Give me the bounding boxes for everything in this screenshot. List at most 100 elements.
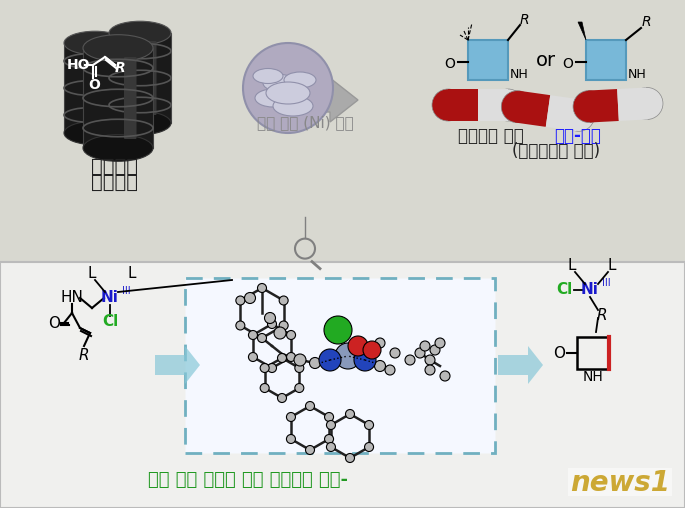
Circle shape: [325, 434, 334, 443]
Circle shape: [249, 331, 258, 339]
FancyBboxPatch shape: [185, 278, 495, 453]
Text: HO: HO: [67, 58, 90, 72]
Text: R: R: [519, 13, 529, 27]
Ellipse shape: [266, 82, 310, 104]
Circle shape: [375, 361, 386, 371]
Circle shape: [354, 349, 376, 371]
Bar: [64, 43, 126, 133]
FancyBboxPatch shape: [100, 51, 112, 125]
FancyBboxPatch shape: [124, 57, 136, 139]
Circle shape: [279, 321, 288, 330]
Polygon shape: [448, 89, 478, 121]
Circle shape: [385, 365, 395, 375]
Circle shape: [286, 412, 295, 422]
Text: III: III: [122, 286, 131, 296]
Bar: [577, 337, 609, 369]
Polygon shape: [255, 78, 358, 122]
Circle shape: [268, 320, 277, 329]
Ellipse shape: [83, 135, 153, 162]
Text: R: R: [641, 15, 651, 29]
Circle shape: [274, 327, 286, 339]
Circle shape: [327, 442, 336, 452]
Circle shape: [294, 354, 306, 366]
Circle shape: [430, 345, 440, 355]
Text: 탄화수소: 탄화수소: [92, 156, 138, 175]
Circle shape: [319, 349, 341, 371]
Circle shape: [415, 348, 425, 358]
Circle shape: [249, 353, 258, 362]
Polygon shape: [617, 87, 648, 121]
Circle shape: [492, 89, 524, 121]
Circle shape: [264, 312, 275, 324]
Ellipse shape: [64, 121, 126, 145]
Circle shape: [268, 364, 277, 372]
Bar: [109, 33, 171, 123]
Polygon shape: [498, 346, 543, 384]
Text: or: or: [536, 50, 556, 70]
Bar: [83, 48, 153, 148]
Circle shape: [390, 348, 400, 358]
Circle shape: [425, 355, 435, 365]
Circle shape: [258, 333, 266, 342]
Text: Ni: Ni: [101, 291, 119, 305]
Text: 원료물질: 원료물질: [92, 173, 138, 192]
Circle shape: [631, 87, 663, 119]
Circle shape: [260, 364, 269, 372]
Circle shape: [324, 316, 352, 344]
Bar: [0, 0, 685, 262]
Text: (고부가가치 물질): (고부가가치 물질): [512, 142, 600, 160]
Text: O: O: [88, 78, 100, 92]
Circle shape: [286, 331, 295, 339]
Polygon shape: [546, 95, 581, 131]
Text: 의약품의 원료: 의약품의 원료: [458, 127, 530, 145]
Circle shape: [375, 338, 385, 348]
Circle shape: [310, 358, 321, 368]
Ellipse shape: [109, 21, 171, 45]
Bar: [468, 40, 508, 80]
Circle shape: [325, 412, 334, 422]
Circle shape: [363, 341, 381, 359]
Circle shape: [286, 434, 295, 443]
Polygon shape: [578, 22, 586, 40]
Circle shape: [405, 355, 415, 365]
Circle shape: [243, 43, 333, 133]
Circle shape: [364, 421, 373, 429]
Text: 베타-락탐: 베타-락탐: [555, 127, 601, 145]
Ellipse shape: [64, 31, 126, 55]
Text: 값싼 니켈 (Ni) 촉매: 값싼 니켈 (Ni) 촉매: [257, 115, 353, 131]
Bar: [586, 40, 626, 80]
Circle shape: [440, 371, 450, 381]
FancyBboxPatch shape: [145, 41, 156, 115]
Ellipse shape: [263, 75, 297, 91]
Ellipse shape: [109, 111, 171, 135]
Circle shape: [335, 343, 361, 369]
Circle shape: [277, 354, 286, 363]
Circle shape: [420, 341, 430, 351]
Text: R: R: [79, 348, 89, 364]
Text: 반응 경로 조절을 통한 선택적인 베타-: 반응 경로 조절을 통한 선택적인 베타-: [148, 471, 348, 489]
Text: O: O: [553, 345, 565, 361]
Circle shape: [345, 409, 355, 419]
Text: L: L: [568, 259, 576, 273]
Text: III: III: [602, 278, 610, 288]
Circle shape: [295, 384, 304, 393]
Circle shape: [236, 296, 245, 305]
Bar: [0, 262, 685, 508]
Text: NH: NH: [510, 69, 529, 81]
Text: news1: news1: [570, 469, 670, 497]
Circle shape: [327, 421, 336, 429]
Text: O: O: [445, 57, 456, 71]
Text: O: O: [48, 315, 60, 331]
Circle shape: [573, 90, 605, 122]
Polygon shape: [155, 346, 200, 384]
Circle shape: [364, 442, 373, 452]
Ellipse shape: [83, 35, 153, 61]
Circle shape: [432, 89, 464, 121]
Text: R: R: [114, 61, 125, 75]
Text: L: L: [127, 267, 136, 281]
Ellipse shape: [253, 69, 283, 83]
Circle shape: [306, 446, 314, 455]
Circle shape: [562, 100, 595, 131]
Circle shape: [258, 283, 266, 293]
Circle shape: [306, 401, 314, 410]
